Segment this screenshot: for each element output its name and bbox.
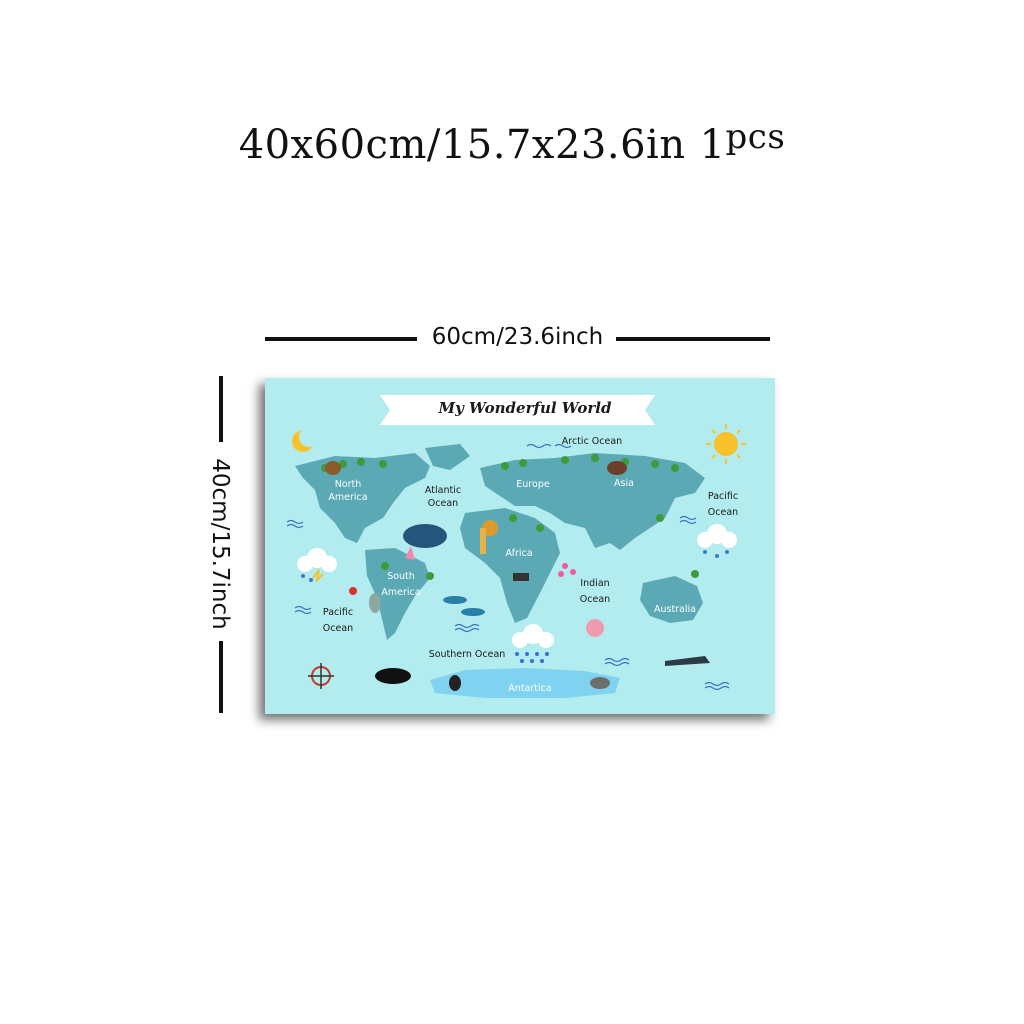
greenland-land — [425, 444, 470, 470]
cloud-icon — [512, 624, 554, 648]
width-dimension: 60cm/23.6inch — [265, 318, 770, 358]
world-map-poster: My Wonderful World Arctic Ocean North Am… — [265, 378, 775, 714]
label-atlantic-ocean-line1: Atlantic — [424, 485, 462, 496]
eurasia-land — [480, 453, 705, 550]
compass-icon — [308, 663, 334, 689]
title-banner — [380, 395, 655, 425]
height-line-top — [219, 376, 223, 442]
size-text: 40x60cm/15.7x23.6in — [238, 122, 686, 168]
label-north-america-line2: America — [328, 492, 368, 503]
cloud-icon — [297, 548, 337, 572]
poster-title: My Wonderful World — [438, 399, 612, 417]
label-north-america-line1: North — [334, 479, 362, 490]
north-america-land — [295, 453, 430, 543]
dolphin-icon — [443, 596, 467, 604]
star-icons — [558, 563, 576, 577]
label-asia: Asia — [614, 478, 634, 489]
label-africa: Africa — [505, 548, 533, 559]
width-line-right — [616, 337, 770, 341]
australia-land — [640, 576, 703, 623]
label-southern-ocean: Southern Ocean — [428, 649, 506, 660]
whale-icon — [403, 524, 447, 548]
product-size-title: 40x60cm/15.7x23.6in 1pcs — [0, 117, 1024, 168]
height-line-bottom — [219, 641, 223, 713]
octopus-icon — [586, 619, 604, 637]
africa-land — [460, 508, 560, 623]
snowflake-icons — [515, 652, 549, 663]
world-map-illustration — [286, 395, 746, 698]
dolphin-icon — [461, 608, 485, 616]
quantity-unit: pcs — [725, 117, 786, 157]
label-pacific-ocean-right-line2: Ocean — [707, 507, 739, 518]
south-america-land — [365, 548, 430, 640]
antarctica-land — [430, 668, 620, 698]
wave-icons — [286, 443, 730, 691]
label-indian-ocean-line2: Ocean — [579, 594, 611, 605]
label-australia: Australia — [653, 604, 697, 615]
cloud-icon — [697, 524, 737, 548]
sun-icon — [706, 424, 746, 464]
label-indian-ocean-line1: Indian — [580, 578, 610, 589]
label-south-america-line1: South — [387, 571, 415, 582]
label-pacific-ocean-left-line2: Ocean — [322, 623, 354, 634]
quantity: 1pcs — [699, 117, 786, 168]
label-pacific-ocean-left-line1: Pacific — [322, 607, 354, 618]
height-dimension: 40cm/15.7inch — [200, 376, 240, 713]
shark-icon — [665, 656, 710, 666]
label-europe: Europe — [516, 479, 550, 490]
label-atlantic-ocean-line2: Ocean — [427, 498, 459, 509]
orca-icon — [375, 668, 411, 684]
width-label: 60cm/23.6inch — [431, 324, 604, 350]
label-antarctica: Antartica — [508, 683, 552, 694]
label-arctic-ocean: Arctic Ocean — [561, 436, 623, 447]
label-south-america-line2: America — [381, 587, 421, 598]
animal-icons — [312, 461, 627, 691]
tree-icons — [321, 454, 699, 580]
rain-icon — [301, 550, 729, 582]
quantity-number: 1 — [699, 122, 726, 168]
label-pacific-ocean-right-line1: Pacific — [707, 491, 739, 502]
width-line-left — [265, 337, 417, 341]
